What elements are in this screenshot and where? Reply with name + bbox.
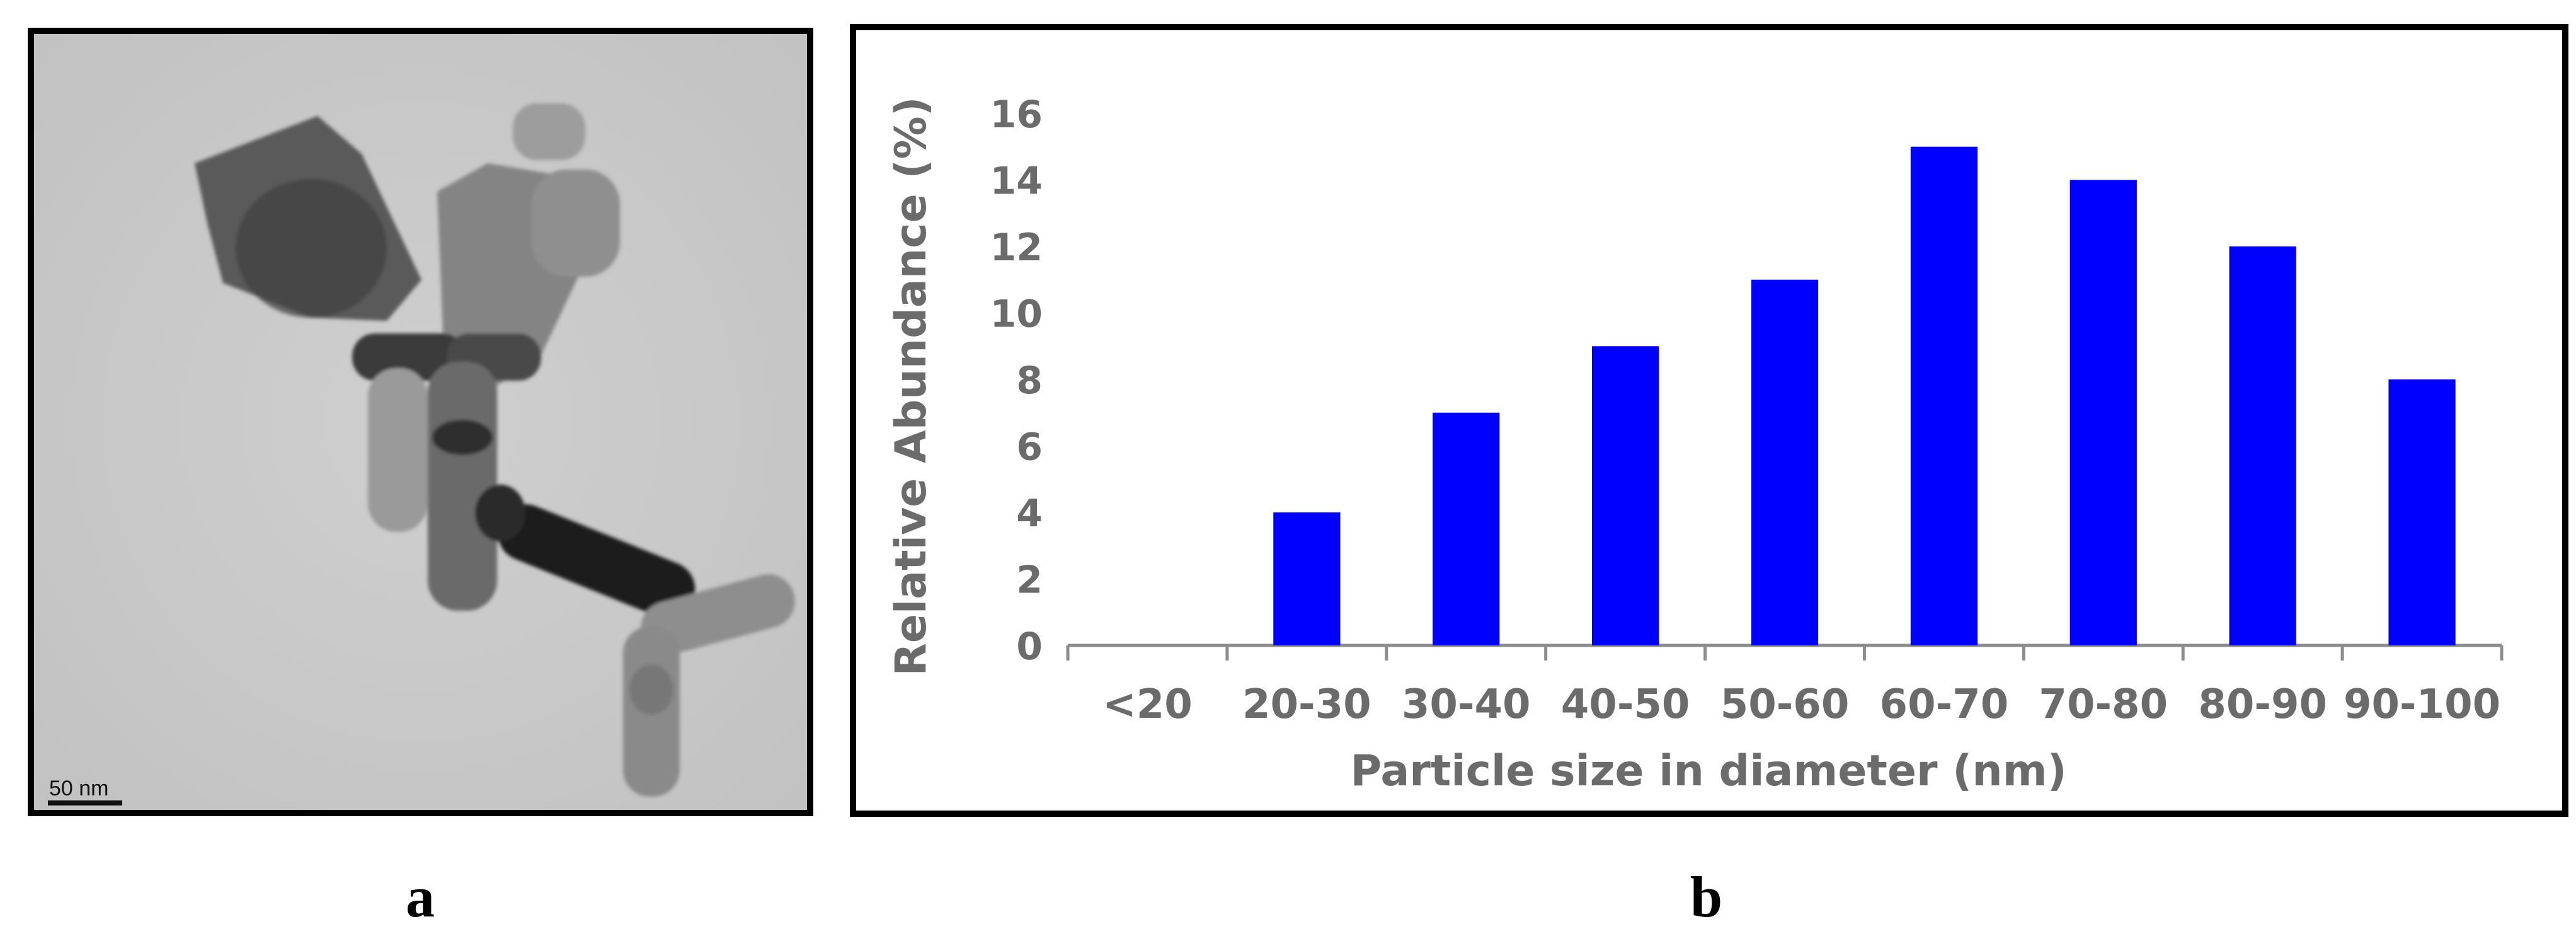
panel-letter-b: b (1690, 865, 1723, 929)
bar (2069, 180, 2137, 645)
y-axis: 0 2 4 6 8 10 12 14 16 (990, 93, 1043, 669)
x-tick-label: 80-90 (2198, 681, 2327, 728)
x-tick-label: 20-30 (1242, 681, 1371, 728)
scale-bar-label: 50 nm (49, 776, 109, 800)
histogram-panel: 0 2 4 6 8 10 12 14 16 <20 20-30 30-40 40-50 50-60 60-… (850, 24, 2568, 817)
tem-micrograph-panel: 50 nm (28, 28, 813, 816)
x-tick-label: 90-100 (2344, 681, 2500, 728)
y-tick-label: 16 (990, 93, 1043, 137)
bar (2388, 379, 2456, 645)
y-tick-label: 4 (1016, 492, 1043, 536)
bar (1751, 279, 1819, 645)
panel-letter-a: a (406, 865, 435, 929)
y-axis-label: Relative Abundance (%) (886, 96, 936, 676)
bar (1433, 412, 1500, 645)
x-axis-label: Particle size in diameter (nm) (1350, 746, 2066, 796)
x-tick-label: <20 (1102, 681, 1193, 728)
y-tick-label: 6 (1016, 425, 1043, 470)
bar (2229, 246, 2296, 645)
x-tick-label: 60-70 (1880, 681, 2009, 728)
scale-bar (48, 800, 122, 805)
y-tick-label: 0 (1016, 625, 1043, 669)
x-tick-label: 50-60 (1720, 681, 1850, 728)
bar (1273, 512, 1341, 645)
x-axis: <20 20-30 30-40 40-50 50-60 60-70 70-80 80-90 90… (1066, 644, 2504, 728)
y-tick-label: 10 (990, 292, 1043, 337)
bar-chart: 0 2 4 6 8 10 12 14 16 <20 20-30 30-40 40-50 50-60 60-… (886, 93, 2504, 796)
tem-micrograph-image (34, 34, 807, 810)
y-tick-label: 12 (990, 226, 1043, 270)
x-tick-label: 30-40 (1402, 681, 1531, 728)
x-tick-label: 70-80 (2039, 681, 2168, 728)
y-tick-label: 14 (990, 159, 1043, 204)
x-tick-label: 40-50 (1561, 681, 1690, 728)
y-tick-label: 2 (1016, 558, 1043, 603)
bar (1592, 346, 1659, 645)
bar (1910, 146, 1978, 645)
y-tick-label: 8 (1016, 359, 1043, 403)
bars (1273, 146, 2456, 645)
